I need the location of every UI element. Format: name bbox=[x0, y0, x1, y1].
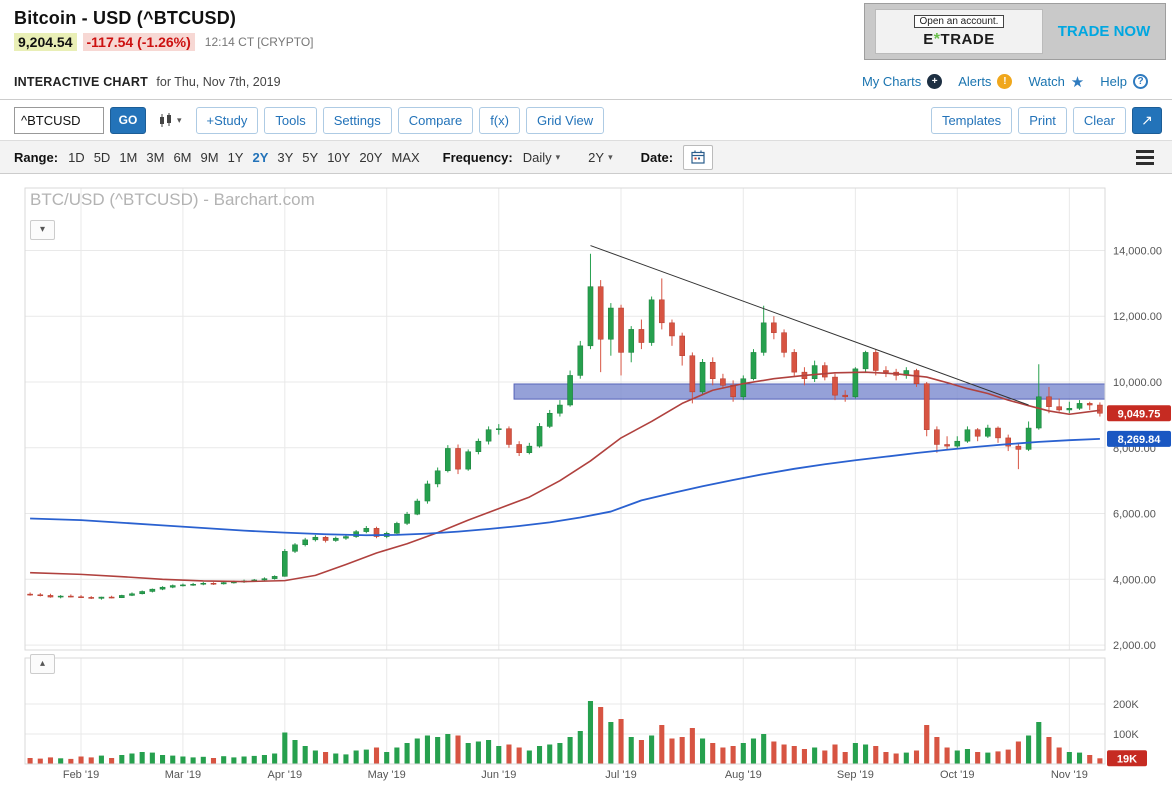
svg-text:4,000.00: 4,000.00 bbox=[1113, 574, 1156, 586]
settings-button[interactable]: Settings bbox=[322, 106, 392, 134]
plus-circle-icon[interactable]: + bbox=[927, 74, 943, 89]
clear-button[interactable]: Clear bbox=[1072, 106, 1126, 134]
print-button[interactable]: Print bbox=[1018, 106, 1067, 134]
help-link[interactable]: Help bbox=[1100, 74, 1127, 89]
function-button[interactable]: f(x) bbox=[479, 106, 520, 134]
compare-button[interactable]: Compare bbox=[397, 106, 474, 134]
date-label: Date: bbox=[640, 149, 674, 165]
alerts-link[interactable]: Alerts bbox=[958, 74, 992, 89]
svg-text:Mar '19: Mar '19 bbox=[165, 769, 201, 781]
chart-canvas[interactable]: 14,000.0012,000.0010,000.008,000.006,000… bbox=[0, 174, 1172, 788]
range-3y[interactable]: 3Y bbox=[277, 149, 294, 165]
go-button[interactable]: GO bbox=[110, 106, 146, 134]
period-value: 2Y bbox=[588, 149, 605, 165]
ad-trade-now-cta[interactable]: TRADE NOW bbox=[1057, 22, 1151, 40]
svg-text:Sep '19: Sep '19 bbox=[837, 769, 874, 781]
svg-text:May '19: May '19 bbox=[368, 769, 406, 781]
svg-text:Jul '19: Jul '19 bbox=[605, 769, 636, 781]
svg-text:Oct '19: Oct '19 bbox=[940, 769, 975, 781]
etrade-logo-e: E bbox=[923, 30, 934, 48]
svg-text:2,000.00: 2,000.00 bbox=[1113, 640, 1156, 652]
period-select[interactable]: 2Y ▾ bbox=[588, 150, 612, 165]
svg-text:Jun '19: Jun '19 bbox=[481, 769, 516, 781]
svg-text:Aug '19: Aug '19 bbox=[725, 769, 762, 781]
tools-button[interactable]: Tools bbox=[264, 106, 317, 134]
range-10y[interactable]: 10Y bbox=[327, 149, 351, 165]
chart-toolbar: GO ▾ +Study Tools Settings Compare f(x) … bbox=[0, 100, 1172, 140]
range-1y[interactable]: 1Y bbox=[227, 149, 244, 165]
range-3m[interactable]: 3M bbox=[146, 149, 165, 165]
range-1d[interactable]: 1D bbox=[68, 149, 85, 165]
quote-timestamp: 12:14 CT [CRYPTO] bbox=[204, 35, 314, 49]
arrow-up-right-icon: ↗ bbox=[1141, 111, 1153, 128]
etrade-logo: E*TRADE bbox=[923, 31, 994, 49]
chart-menu-button[interactable] bbox=[1132, 146, 1158, 169]
watch-link[interactable]: Watch bbox=[1028, 74, 1065, 89]
svg-text:10,000.00: 10,000.00 bbox=[1113, 377, 1162, 389]
add-study-button[interactable]: +Study bbox=[195, 106, 259, 134]
collapse-price-pane-button[interactable]: ▾ bbox=[30, 220, 55, 240]
symbol-input[interactable] bbox=[14, 106, 104, 134]
chart-type-select[interactable]: ▾ bbox=[158, 112, 182, 128]
my-charts-link[interactable]: My Charts bbox=[861, 74, 922, 89]
candlestick-icon bbox=[160, 112, 171, 127]
quote-line: 9,204.54 -117.54 (-1.26%) 12:14 CT [CRYP… bbox=[14, 33, 1172, 51]
alert-circle-icon[interactable]: ! bbox=[997, 74, 1013, 89]
svg-text:14,000.00: 14,000.00 bbox=[1113, 245, 1162, 257]
price-change: -117.54 (-1.26%) bbox=[82, 33, 195, 51]
chevron-down-icon: ▾ bbox=[555, 151, 561, 162]
range-max[interactable]: MAX bbox=[391, 149, 420, 165]
svg-text:Feb '19: Feb '19 bbox=[63, 769, 99, 781]
chart-region: 14,000.00 12,000.00 10,000.00 8,000.00 6,000… bbox=[0, 174, 1172, 788]
ad-open-account-text: Open an account. bbox=[913, 14, 1005, 28]
svg-text:8,269.84: 8,269.84 bbox=[1118, 434, 1162, 446]
section-title: INTERACTIVE CHART bbox=[14, 74, 148, 89]
templates-button[interactable]: Templates bbox=[930, 106, 1013, 134]
range-20y[interactable]: 20Y bbox=[359, 149, 383, 165]
star-icon[interactable]: ★ bbox=[1070, 73, 1085, 91]
last-price: 9,204.54 bbox=[14, 33, 77, 51]
subheader-links: My Charts + Alerts ! Watch ★ Help ? bbox=[862, 73, 1158, 91]
svg-text:6,000.00: 6,000.00 bbox=[1113, 509, 1156, 521]
svg-text:Apr '19: Apr '19 bbox=[268, 769, 303, 781]
etrade-ad-card: Open an account. E*TRADE bbox=[875, 9, 1043, 54]
svg-text:9,049.75: 9,049.75 bbox=[1118, 408, 1161, 420]
svg-text:12,000.00: 12,000.00 bbox=[1113, 311, 1162, 323]
range-label: Range: bbox=[14, 149, 59, 165]
chevron-down-icon: ▾ bbox=[608, 151, 613, 162]
svg-text:100K: 100K bbox=[1113, 729, 1139, 741]
etrade-ad[interactable]: Open an account. E*TRADE TRADE NOW bbox=[864, 3, 1166, 60]
page-title: Bitcoin - USD (^BTCUSD) bbox=[14, 8, 237, 28]
expand-volume-pane-button[interactable]: ▴ bbox=[30, 654, 55, 674]
range-2y-selected[interactable]: 2Y bbox=[252, 149, 269, 165]
svg-text:19K: 19K bbox=[1117, 753, 1137, 765]
range-5y[interactable]: 5Y bbox=[302, 149, 319, 165]
chart-subheader: INTERACTIVE CHART for Thu, Nov 7th, 2019… bbox=[0, 64, 1172, 100]
range-9m[interactable]: 9M bbox=[200, 149, 219, 165]
range-1m[interactable]: 1M bbox=[119, 149, 138, 165]
popout-button[interactable]: ↗ bbox=[1132, 106, 1162, 134]
section-date: for Thu, Nov 7th, 2019 bbox=[156, 74, 281, 89]
etrade-logo-trade: TRADE bbox=[940, 30, 995, 48]
etrade-logo-star: * bbox=[933, 30, 941, 48]
frequency-select[interactable]: Daily ▾ bbox=[523, 150, 560, 165]
toolbar-right-group: Templates Print Clear ↗ bbox=[930, 106, 1162, 134]
date-picker-button[interactable] bbox=[683, 144, 714, 170]
quote-header: Bitcoin - USD (^BTCUSD) 9,204.54 -117.54… bbox=[0, 0, 1172, 64]
section-title-group: INTERACTIVE CHART for Thu, Nov 7th, 2019 bbox=[14, 73, 281, 91]
svg-text:Nov '19: Nov '19 bbox=[1051, 769, 1088, 781]
calendar-icon bbox=[691, 150, 705, 164]
range-5d[interactable]: 5D bbox=[93, 149, 111, 165]
range-bar: Range: 1D 5D 1M 3M 6M 9M 1Y 2Y 3Y 5Y 10Y… bbox=[0, 140, 1172, 174]
chart-watermark: BTC/USD (^BTCUSD) - Barchart.com bbox=[30, 190, 315, 209]
frequency-value: Daily bbox=[522, 149, 552, 165]
svg-text:200K: 200K bbox=[1113, 699, 1139, 711]
grid-view-button[interactable]: Grid View bbox=[525, 106, 605, 134]
frequency-label: Frequency: bbox=[442, 149, 513, 165]
help-icon[interactable]: ? bbox=[1133, 74, 1148, 89]
range-6m[interactable]: 6M bbox=[173, 149, 192, 165]
chevron-down-icon: ▾ bbox=[177, 114, 182, 125]
